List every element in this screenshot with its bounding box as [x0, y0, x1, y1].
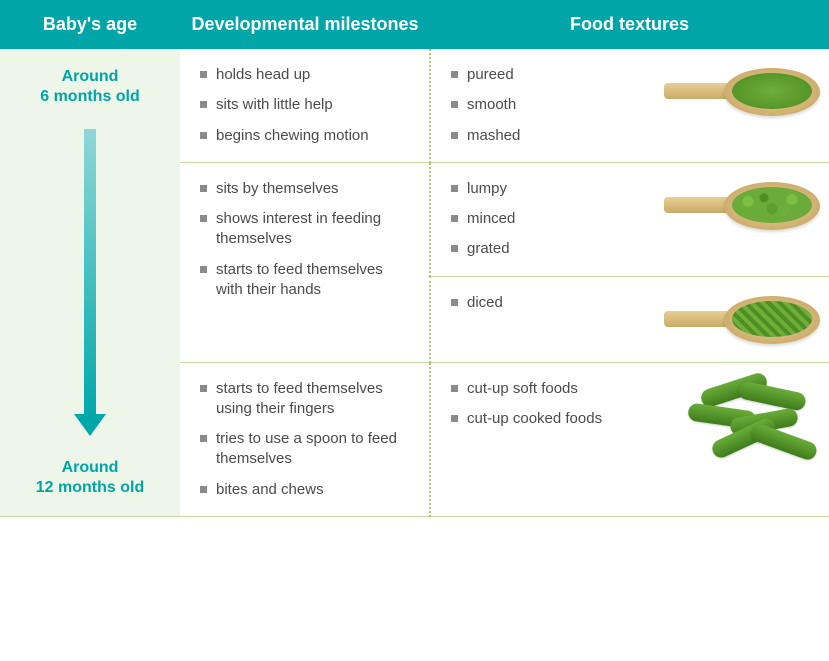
- spoon-lumpy-icon: [670, 173, 820, 238]
- texture-item: pureed: [451, 65, 650, 85]
- milestone-item: begins chewing motion: [200, 126, 411, 146]
- milestone-item: sits with little help: [200, 95, 411, 115]
- header-age: Baby's age: [0, 0, 180, 49]
- table-header-row: Baby's age Developmental milestones Food…: [0, 0, 829, 49]
- texture-item: mashed: [451, 126, 650, 146]
- age-arrow-icon: [75, 129, 105, 436]
- image-cell: [660, 276, 829, 362]
- image-cell: [660, 362, 829, 516]
- texture-item: cut-up cooked foods: [451, 409, 650, 429]
- header-textures: Food textures: [430, 0, 829, 49]
- milestone-item: tries to use a spoon to feed themselves: [200, 429, 411, 470]
- spoon-pureed-icon: [670, 59, 820, 124]
- milestone-item: holds head up: [200, 65, 411, 85]
- age-column: Around6 months old Around12 months old: [0, 49, 180, 516]
- milestone-item: starts to feed themselves with their han…: [200, 260, 411, 301]
- table-row: Around6 months old Around12 months old h…: [0, 49, 829, 162]
- age-end-label: Around12 months old: [0, 458, 180, 498]
- textures-cell: cut-up soft foods cut-up cooked foods: [430, 362, 660, 516]
- image-cell: [660, 49, 829, 162]
- textures-cell: pureed smooth mashed: [430, 49, 660, 162]
- milestone-item: bites and chews: [200, 480, 411, 500]
- texture-item: grated: [451, 239, 650, 259]
- texture-item: lumpy: [451, 179, 650, 199]
- milestone-item: sits by themselves: [200, 179, 411, 199]
- feeding-stages-table: Baby's age Developmental milestones Food…: [0, 0, 829, 517]
- milestones-cell: holds head up sits with little help begi…: [180, 49, 430, 162]
- milestone-item: starts to feed themselves using their fi…: [200, 379, 411, 420]
- spoon-diced-icon: [670, 287, 820, 352]
- textures-cell: diced: [430, 276, 660, 362]
- milestones-cell: sits by themselves shows interest in fee…: [180, 162, 430, 362]
- milestone-item: shows interest in feeding themselves: [200, 209, 411, 250]
- header-milestones: Developmental milestones: [180, 0, 430, 49]
- texture-item: diced: [451, 293, 650, 313]
- green-beans-icon: [670, 373, 820, 463]
- texture-item: smooth: [451, 95, 650, 115]
- age-start-label: Around6 months old: [0, 67, 180, 107]
- image-cell: [660, 162, 829, 276]
- milestones-cell: starts to feed themselves using their fi…: [180, 362, 430, 516]
- texture-item: cut-up soft foods: [451, 379, 650, 399]
- textures-cell: lumpy minced grated: [430, 162, 660, 276]
- texture-item: minced: [451, 209, 650, 229]
